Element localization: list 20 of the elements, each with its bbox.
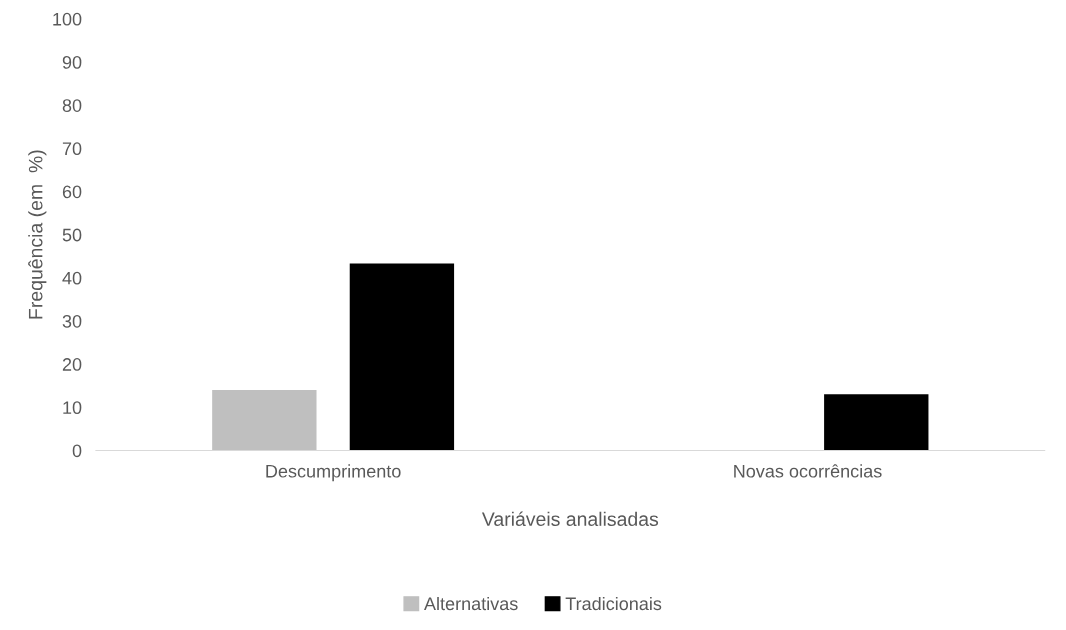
- y-tick-label: 80: [62, 99, 82, 112]
- legend-label: Tradicionais: [565, 596, 662, 611]
- x-axis-title: Variáveis analisadas: [481, 511, 659, 527]
- y-tick-label: 90: [62, 55, 82, 69]
- y-tick-label: 100: [53, 12, 82, 26]
- y-tick-label: 70: [62, 142, 82, 156]
- bar: [824, 394, 929, 451]
- bar: [349, 263, 455, 451]
- y-tick-label: 60: [62, 185, 82, 199]
- y-tick-label: 10: [63, 401, 82, 415]
- legend-label: Alternativas: [424, 596, 518, 611]
- x-tick-label: Descumprimento: [266, 464, 401, 482]
- y-axis-title: Frequência (em %): [28, 150, 47, 319]
- y-tick-label: 30: [62, 314, 82, 328]
- x-tick-label: Novas ocorrências: [734, 464, 882, 478]
- y-tick-label: 40: [62, 271, 82, 285]
- bar: [212, 390, 317, 451]
- y-tick-label: 50: [62, 228, 82, 242]
- y-tick-label: 20: [62, 358, 82, 371]
- y-tick-label: 0: [72, 444, 82, 458]
